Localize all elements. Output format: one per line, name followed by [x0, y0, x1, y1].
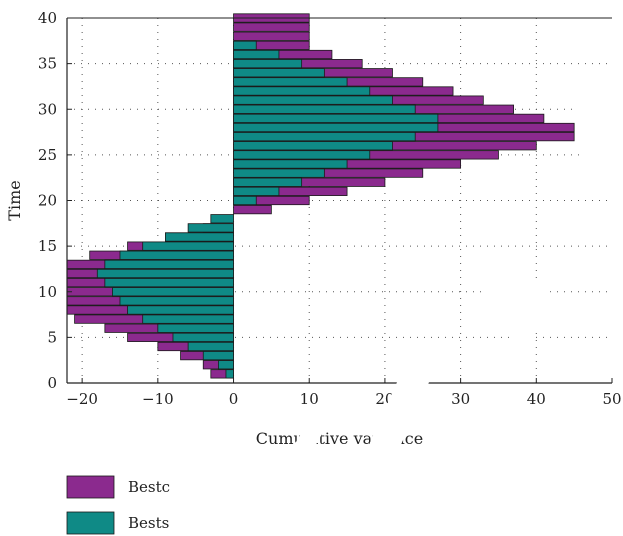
watermark-stroke: [328, 380, 430, 536]
bar-bests: [187, 223, 234, 233]
watermark-stroke: [236, 420, 330, 536]
bar-bests: [165, 232, 234, 242]
bar-bests: [233, 86, 371, 96]
y-tick-label: 35: [38, 55, 57, 73]
bar-bests: [233, 77, 348, 87]
x-tick-label: −10: [142, 390, 174, 408]
bar-bests: [233, 177, 303, 187]
bar-bests: [142, 314, 234, 324]
legend-swatch-bestc: [66, 475, 115, 499]
bar-bests: [157, 323, 234, 333]
y-tick-label: 15: [38, 237, 57, 255]
x-tick-label: 30: [451, 390, 470, 408]
bar-bests: [233, 195, 257, 206]
bar-bests: [233, 113, 439, 123]
bar-bests: [233, 95, 393, 105]
bar-bests: [233, 49, 280, 60]
bar-bestc: [233, 31, 310, 41]
x-tick-label: 0: [229, 390, 239, 408]
bar-bests: [233, 159, 348, 169]
bar-bestc: [233, 22, 310, 32]
bar-bests: [210, 214, 234, 224]
bar-bests: [233, 132, 416, 142]
x-tick-label: 40: [527, 390, 546, 408]
bar-bests: [119, 296, 234, 306]
bar-bests: [233, 186, 280, 196]
bar-bests: [104, 278, 234, 288]
bar-bests: [233, 68, 325, 78]
bar-bests: [112, 287, 234, 297]
x-tick-label: −20: [66, 390, 98, 408]
y-tick-label: 0: [47, 374, 57, 392]
bar-bests: [187, 341, 234, 352]
bar-bests: [217, 360, 234, 370]
legend-label-bests: Bests: [128, 514, 169, 532]
watermark: [236, 80, 623, 536]
x-tick-label: 10: [300, 390, 319, 408]
y-tick-label: 10: [38, 283, 57, 301]
x-tick-label: 50: [602, 390, 621, 408]
y-axis-title: Time: [5, 180, 24, 220]
watermark-stroke: [470, 268, 560, 350]
bar-bests: [172, 332, 234, 342]
bar-bests: [119, 250, 234, 260]
bar-bests: [233, 150, 371, 160]
watermark-stroke: [575, 80, 623, 180]
y-tick-label: 40: [38, 9, 57, 27]
bar-bests: [142, 241, 234, 251]
bar-bests: [233, 168, 325, 178]
legend-swatch-bests: [66, 511, 115, 535]
bar-bestc: [233, 205, 272, 215]
bar-bests: [233, 59, 303, 69]
y-tick-label: 20: [38, 192, 57, 210]
legend-label-bestc: Bestc: [128, 478, 170, 496]
bar-bests: [233, 104, 416, 114]
y-tick-label: 5: [47, 328, 57, 346]
bar-bests: [96, 268, 234, 279]
y-tick-label: 30: [38, 100, 57, 118]
bar-bests: [225, 369, 234, 379]
bar-bests: [233, 40, 257, 50]
bar-bests: [104, 259, 234, 269]
legend: Bestc Bests: [66, 475, 170, 535]
bar-bests: [233, 122, 439, 133]
bar-bests: [202, 351, 234, 361]
y-tick-label: 25: [38, 146, 57, 164]
bar-bests: [127, 305, 234, 315]
bar-bests: [233, 141, 393, 151]
